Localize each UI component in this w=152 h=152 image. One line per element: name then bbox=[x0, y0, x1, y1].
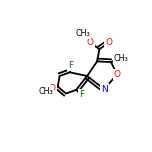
Text: N: N bbox=[101, 85, 107, 94]
Text: CH₃: CH₃ bbox=[75, 29, 90, 38]
Text: CH₃: CH₃ bbox=[114, 54, 129, 63]
Text: O: O bbox=[114, 70, 121, 79]
Text: O: O bbox=[48, 84, 55, 93]
Text: O: O bbox=[105, 38, 112, 47]
Text: O: O bbox=[87, 38, 94, 47]
Text: CH₃: CH₃ bbox=[38, 86, 53, 95]
Text: F: F bbox=[68, 61, 74, 70]
Text: F: F bbox=[79, 90, 84, 99]
